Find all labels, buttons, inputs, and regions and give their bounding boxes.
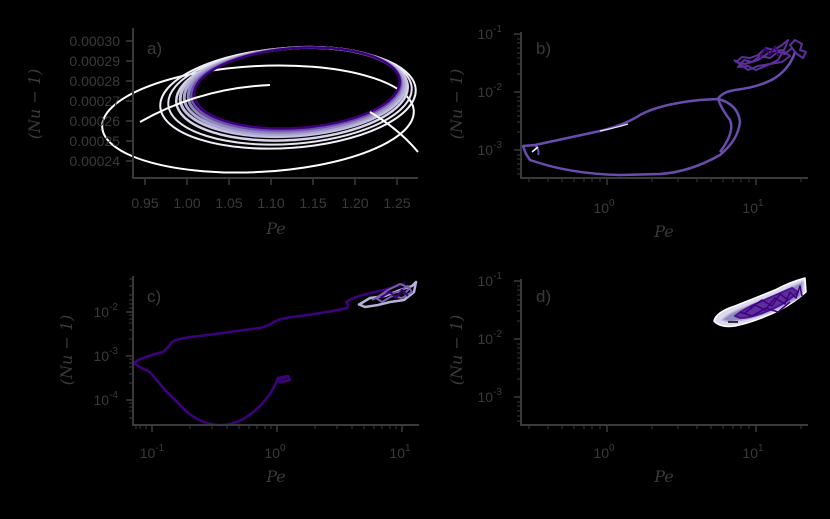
panel-d-curves [713,277,807,328]
panel-d-x-axis-label: Pe [653,467,674,486]
y-tick-label: 0.00029 [69,53,120,69]
panel-a-label: a) [147,39,162,58]
x-tick-label: 100 [264,443,286,461]
panel-c-y-axis-label: (Nu − 1) [57,315,76,386]
x-tick-label: 1.20 [341,195,368,211]
y-tick-label: 0.00025 [69,133,120,149]
y-tick-label: 0.00030 [69,33,120,49]
x-tick-label: 101 [742,443,764,461]
panel-c: 10-2 10-3 10-4 10-1 100 101 c) Pe (Nu − … [57,276,419,486]
y-tick-label: 10-3 [478,140,503,158]
y-tick-label: 10-3 [94,346,119,364]
y-tick-label: 0.00028 [69,73,120,89]
panel-b-y-axis-label: (Nu − 1) [447,69,466,140]
panel-a-x-axis-label: Pe [265,219,286,238]
x-tick-label: 1.10 [257,195,284,211]
y-tick-label: 0.00024 [69,153,120,169]
panel-d-y-ticks: 10-1 10-2 10-3 [478,271,521,422]
panel-b-curves [521,39,807,177]
x-tick-label: 100 [593,443,615,461]
panel-d-label: d) [536,287,551,306]
x-tick-label: 0.95 [131,195,158,211]
panel-a-x-ticks: 0.95 1.00 1.05 1.10 1.15 1.20 1.25 [131,178,411,211]
panel-d-x-ticks: 100 101 [528,425,802,461]
panel-a: 0.00030 0.00029 0.00028 0.00027 0.00026 … [25,28,419,238]
panel-d: 10-1 10-2 10-3 100 101 d) Pe (Nu − 1) [447,271,808,486]
x-tick-label: 1.00 [173,195,200,211]
panel-a-y-axis-label: (Nu − 1) [25,69,44,140]
panel-b: 10-1 10-2 10-3 100 101 b) Pe (Nu − 1) [447,24,808,241]
panel-b-x-ticks: 100 101 [528,178,802,216]
panel-c-y-ticks: 10-2 10-3 10-4 [94,278,133,419]
x-tick-label: 101 [742,198,764,216]
y-tick-label: 10-4 [94,390,119,408]
x-tick-label: 101 [389,443,411,461]
x-tick-label: 100 [593,198,615,216]
y-tick-label: 10-2 [478,82,503,100]
y-tick-label: 0.00027 [69,93,120,109]
panel-d-y-axis-label: (Nu − 1) [447,315,466,386]
y-tick-label: 10-3 [478,387,503,405]
y-tick-label: 0.00026 [69,113,120,129]
panel-b-y-ticks: 10-1 10-2 10-3 [478,24,521,175]
panel-a-y-ticks: 0.00030 0.00029 0.00028 0.00027 0.00026 … [69,33,133,169]
y-tick-label: 10-2 [478,329,503,347]
panel-c-label: c) [147,287,161,306]
x-tick-label: 1.15 [299,195,326,211]
x-tick-label: 10-1 [140,443,165,461]
panel-c-x-axis-label: Pe [265,467,286,486]
y-tick-label: 10-2 [94,302,119,320]
panel-c-x-ticks: 10-1 100 101 [135,425,411,461]
panel-b-x-axis-label: Pe [653,222,674,241]
y-tick-label: 10-1 [478,271,503,289]
panel-b-label: b) [536,39,551,58]
x-tick-label: 1.05 [215,195,242,211]
y-tick-label: 10-1 [478,24,503,42]
x-tick-label: 1.25 [383,195,410,211]
panel-a-curves [101,45,419,174]
panel-c-curves [132,280,418,427]
